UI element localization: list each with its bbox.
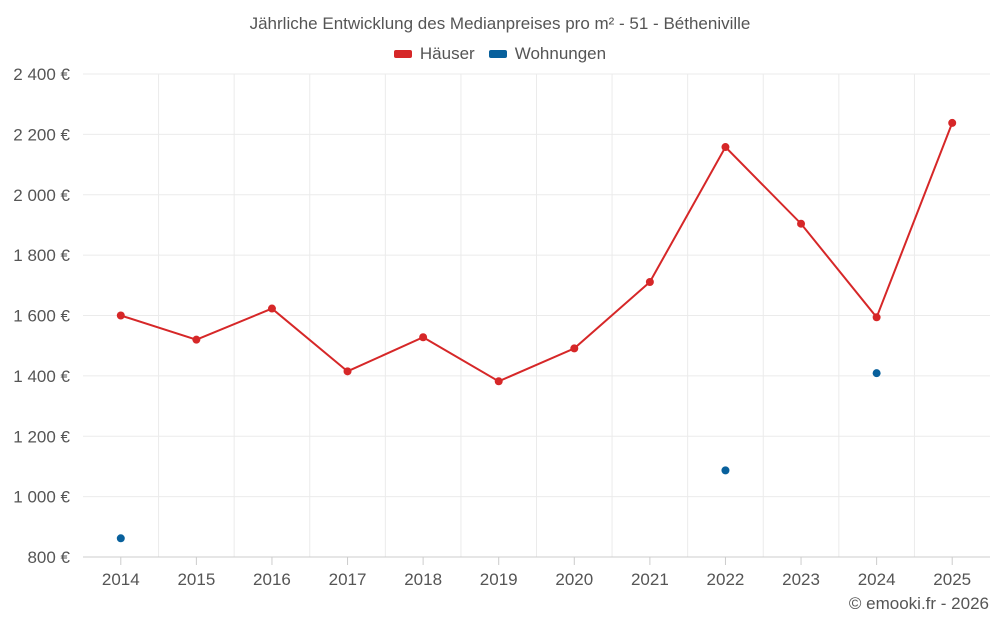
x-tick-label: 2025 <box>933 570 971 589</box>
x-tick-label: 2024 <box>858 570 896 589</box>
chart-legend: Häuser Wohnungen <box>0 44 1000 64</box>
y-tick-label: 1 800 € <box>13 246 70 265</box>
y-tick-label: 1 200 € <box>13 427 70 446</box>
data-point-haeuser-2024[interactable] <box>872 313 881 322</box>
y-tick-label: 2 200 € <box>13 125 70 144</box>
y-tick-label: 1 000 € <box>13 488 70 507</box>
legend-label-haeuser: Häuser <box>419 44 475 63</box>
series-layer <box>116 118 957 543</box>
axes: 800 € 1 000 € 1 200 € 1 400 € 1 600 € 1 800 €… <box>13 65 990 589</box>
x-tick-label: 2015 <box>177 570 215 589</box>
x-tick-label: 2022 <box>707 570 745 589</box>
legend-item-wohnungen[interactable]: Wohnungen <box>488 44 607 64</box>
data-point-wohnungen-2024[interactable] <box>872 369 881 378</box>
x-tick-label: 2020 <box>555 570 593 589</box>
y-tick-label: 2 400 € <box>13 65 70 84</box>
y-tick-label: 2 000 € <box>13 186 70 205</box>
x-tick-label: 2017 <box>329 570 367 589</box>
legend-label-wohnungen: Wohnungen <box>514 44 607 63</box>
legend-swatch-wohnungen <box>488 50 507 58</box>
data-point-haeuser-2021[interactable] <box>645 277 654 286</box>
data-point-haeuser-2015[interactable] <box>192 335 201 344</box>
data-point-haeuser-2017[interactable] <box>343 367 352 376</box>
data-point-wohnungen-2014[interactable] <box>116 534 125 543</box>
data-point-haeuser-2020[interactable] <box>570 344 579 353</box>
data-point-haeuser-2022[interactable] <box>721 143 730 152</box>
data-point-haeuser-2016[interactable] <box>267 304 276 313</box>
chart-title: Jährliche Entwicklung des Medianpreises … <box>249 14 751 33</box>
x-tick-label: 2016 <box>253 570 291 589</box>
y-tick-label: 800 € <box>27 548 70 567</box>
data-point-haeuser-2018[interactable] <box>419 333 428 342</box>
credit-text: © emooki.fr - 2026 <box>848 594 989 613</box>
x-tick-label: 2021 <box>631 570 669 589</box>
data-point-haeuser-2025[interactable] <box>948 118 957 127</box>
x-tick-label: 2018 <box>404 570 442 589</box>
legend-item-haeuser[interactable]: Häuser <box>393 44 475 64</box>
data-point-haeuser-2014[interactable] <box>116 311 125 320</box>
x-tick-label: 2019 <box>480 570 518 589</box>
series-line-haeuser <box>120 122 954 383</box>
data-point-haeuser-2019[interactable] <box>494 377 503 386</box>
data-point-haeuser-2023[interactable] <box>797 219 806 228</box>
legend-swatch-haeuser <box>393 50 412 58</box>
x-tick-label: 2023 <box>782 570 820 589</box>
y-tick-label: 1 400 € <box>13 367 70 386</box>
x-tick-label: 2014 <box>102 570 140 589</box>
y-tick-label: 1 600 € <box>13 307 70 326</box>
grid-lines <box>83 73 990 557</box>
data-point-wohnungen-2022[interactable] <box>721 466 730 475</box>
